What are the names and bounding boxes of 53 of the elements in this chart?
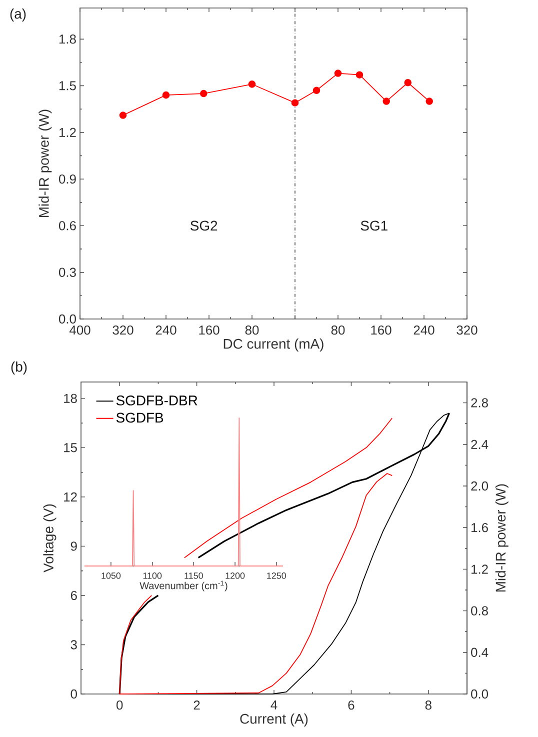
y-tick-label: 0.0: [58, 314, 76, 324]
annotation: SG1: [360, 220, 388, 231]
y-tick-label: 0: [70, 689, 77, 699]
y2-tick-label: 2.0: [471, 481, 488, 491]
y2-tick-label: 0.8: [471, 606, 488, 616]
x-tick-label: 1100: [143, 572, 162, 579]
x-tick-label: 1200: [226, 572, 245, 579]
y2-tick-label: 0.0: [471, 689, 488, 699]
text: (a): [10, 8, 26, 22]
x-tick-label: 80: [331, 326, 345, 335]
y-tick-label: 9: [70, 542, 77, 551]
text: (b): [11, 361, 27, 374]
y-tick-label: 12: [64, 492, 77, 502]
y-tick-label: 6: [70, 590, 77, 600]
x-tick-label: 160: [199, 326, 220, 335]
x-tick-label: 1250: [267, 572, 286, 579]
x-tick-label: 320: [112, 326, 134, 335]
legend-label: SGDFB-DBR: [116, 396, 198, 406]
x-axis-title: DC current (mA): [224, 338, 324, 352]
y-tick-label: 0.6: [58, 221, 76, 230]
annotation: SG2: [190, 220, 218, 231]
x-tick-label: 6: [348, 700, 354, 710]
x-tick-label: 1050: [102, 572, 121, 579]
y2-axis-title: Mid-IR power (W): [495, 484, 508, 592]
y-axis-title: Voltage (V): [43, 504, 56, 572]
x-tick-label: 2: [194, 700, 200, 710]
x-axis-title: Current (A): [240, 714, 308, 727]
x-tick-label: 1150: [184, 572, 203, 579]
x-tick-label: 320: [456, 326, 478, 335]
x-tick-label: 4: [270, 700, 278, 710]
x-tick-label: 8: [425, 700, 432, 710]
x-tick-label: 400: [69, 326, 90, 335]
x-tick-label: 0: [116, 700, 123, 710]
y2-tick-label: 1.6: [472, 523, 488, 532]
x-tick-label: 240: [414, 326, 434, 335]
y-tick-label: 15: [64, 443, 77, 452]
y-tick-label: 1.2: [59, 128, 76, 137]
y2-tick-label: 2.4: [471, 440, 488, 449]
y-tick-label: 18: [64, 394, 77, 403]
x-axis-title: Wavenumber (cm$^{-1}$): [140, 580, 228, 592]
y-tick-label: 0.3: [58, 268, 76, 277]
y2-tick-label: 0.4: [471, 648, 488, 657]
y2-tick-label: 2.8: [471, 398, 488, 408]
y-tick-label: 1.8: [59, 34, 76, 44]
x-tick-label: 80: [245, 326, 259, 335]
y-tick-label: 0.9: [58, 174, 76, 184]
y-axis-title: Mid-IR power (W): [38, 110, 52, 217]
legend-label: SGDFB: [116, 412, 164, 423]
x-tick-label: 240: [156, 326, 176, 335]
y-tick-label: 3: [70, 640, 77, 650]
y2-tick-label: 1.2: [472, 564, 488, 574]
y-tick-label: 1.5: [59, 81, 76, 90]
x-tick-label: 160: [371, 326, 392, 335]
